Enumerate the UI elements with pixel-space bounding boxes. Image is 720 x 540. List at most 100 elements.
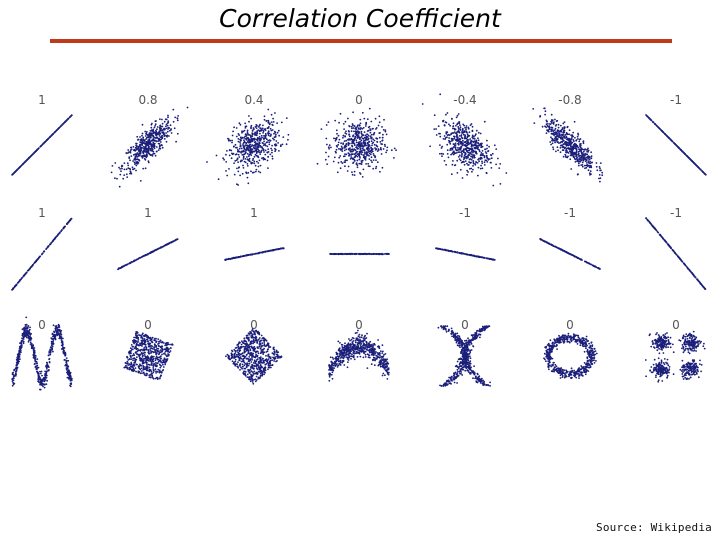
data-point xyxy=(368,141,371,143)
correlation-label: 0 xyxy=(38,318,46,332)
correlation-label: 0.4 xyxy=(244,93,263,107)
data-point xyxy=(243,145,246,148)
data-point xyxy=(248,120,250,123)
data-point xyxy=(46,139,48,142)
data-point xyxy=(368,158,371,161)
data-point xyxy=(546,129,548,132)
data-point xyxy=(146,141,149,143)
data-point xyxy=(583,260,586,263)
data-point xyxy=(174,238,177,241)
data-point xyxy=(252,157,255,160)
data-point xyxy=(558,134,561,137)
data-point xyxy=(384,129,387,132)
data-point xyxy=(450,147,453,150)
data-point xyxy=(62,337,64,340)
data-point xyxy=(664,133,666,135)
data-point xyxy=(163,134,166,136)
data-point xyxy=(344,145,347,148)
data-point xyxy=(455,132,457,135)
data-point xyxy=(341,162,344,165)
data-point xyxy=(262,144,265,147)
data-point xyxy=(65,357,68,359)
data-point xyxy=(238,150,241,153)
data-point xyxy=(491,152,494,155)
data-point xyxy=(59,337,62,339)
data-point xyxy=(446,143,449,146)
data-point xyxy=(485,159,488,162)
data-point xyxy=(462,133,465,136)
data-point xyxy=(238,166,241,169)
data-point xyxy=(469,152,472,155)
data-point xyxy=(495,163,497,166)
data-point xyxy=(244,135,246,138)
data-point xyxy=(486,156,488,159)
data-point xyxy=(357,135,360,137)
data-point xyxy=(358,158,361,161)
data-point xyxy=(155,146,158,148)
data-point xyxy=(258,159,261,162)
correlation-label: 0.8 xyxy=(138,93,157,107)
data-point xyxy=(256,136,259,139)
data-point xyxy=(360,142,363,145)
data-point xyxy=(13,368,16,371)
data-point xyxy=(370,151,373,154)
data-point xyxy=(697,166,700,169)
data-point xyxy=(320,128,323,131)
data-point xyxy=(16,360,19,363)
data-point xyxy=(246,129,249,132)
data-point xyxy=(472,168,474,171)
data-point xyxy=(584,153,587,156)
title-underline xyxy=(50,39,672,43)
data-point xyxy=(576,173,579,176)
data-point xyxy=(238,147,241,150)
data-point xyxy=(257,143,259,146)
data-point xyxy=(550,113,553,116)
data-point xyxy=(475,145,478,147)
data-point xyxy=(241,131,243,134)
data-point xyxy=(581,155,583,158)
data-point xyxy=(159,141,162,143)
data-point xyxy=(172,240,175,243)
data-point xyxy=(245,142,248,145)
data-point xyxy=(483,120,486,123)
data-point xyxy=(572,139,575,141)
data-point xyxy=(130,149,132,151)
data-point xyxy=(264,144,267,147)
data-point xyxy=(568,133,571,136)
data-point xyxy=(253,147,256,150)
data-point xyxy=(672,141,675,144)
data-point xyxy=(360,153,363,156)
data-point xyxy=(135,147,138,150)
data-point xyxy=(257,126,260,128)
data-point xyxy=(32,349,35,351)
data-point xyxy=(355,139,358,142)
data-point xyxy=(28,331,31,334)
data-point xyxy=(464,147,467,150)
data-point xyxy=(337,143,340,146)
data-point xyxy=(469,253,471,256)
data-point xyxy=(558,133,561,136)
data-point xyxy=(459,159,462,162)
data-point xyxy=(170,132,173,134)
data-point xyxy=(370,253,373,256)
data-point xyxy=(245,148,248,151)
data-point xyxy=(573,120,576,123)
data-point xyxy=(61,341,64,344)
data-point xyxy=(22,335,25,338)
data-point xyxy=(46,361,48,364)
data-point xyxy=(144,135,147,137)
data-point xyxy=(264,143,267,145)
data-point xyxy=(366,253,369,255)
data-point xyxy=(545,132,548,135)
data-point xyxy=(567,155,569,158)
data-point xyxy=(577,153,580,156)
data-point xyxy=(481,162,484,165)
data-point xyxy=(474,163,477,166)
data-point xyxy=(60,229,63,232)
data-point xyxy=(273,138,275,141)
data-point xyxy=(253,160,256,163)
data-point xyxy=(571,141,574,144)
data-point xyxy=(588,166,591,169)
data-point xyxy=(692,273,695,276)
data-point xyxy=(333,137,335,140)
